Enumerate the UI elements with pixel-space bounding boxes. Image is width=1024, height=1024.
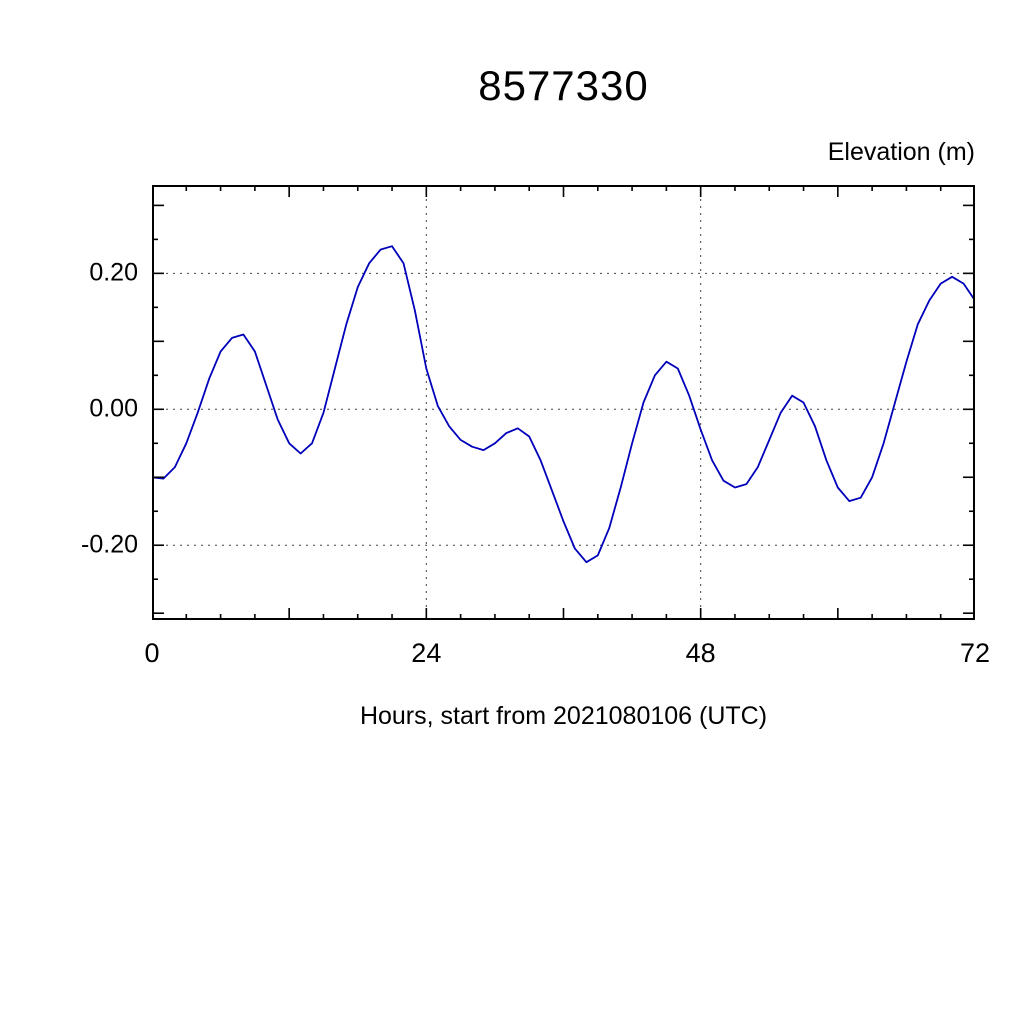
plot-area (151, 185, 976, 620)
x-tick-label: 48 (685, 638, 716, 668)
x-axis-title: Hours, start from 2021080106 (UTC) (359, 702, 768, 730)
elevation-line-chart (151, 185, 976, 620)
x-tick-label: 72 (959, 638, 991, 668)
y-tick-label: -0.20 (81, 530, 138, 559)
chart-title: 8577330 (478, 62, 649, 109)
y-tick-label: 0.00 (89, 394, 138, 423)
y-axis-title: Elevation (m) (827, 138, 975, 166)
x-tick-label: 0 (144, 638, 160, 668)
y-tick-label: 0.20 (89, 258, 138, 287)
x-tick-label: 24 (411, 638, 442, 668)
